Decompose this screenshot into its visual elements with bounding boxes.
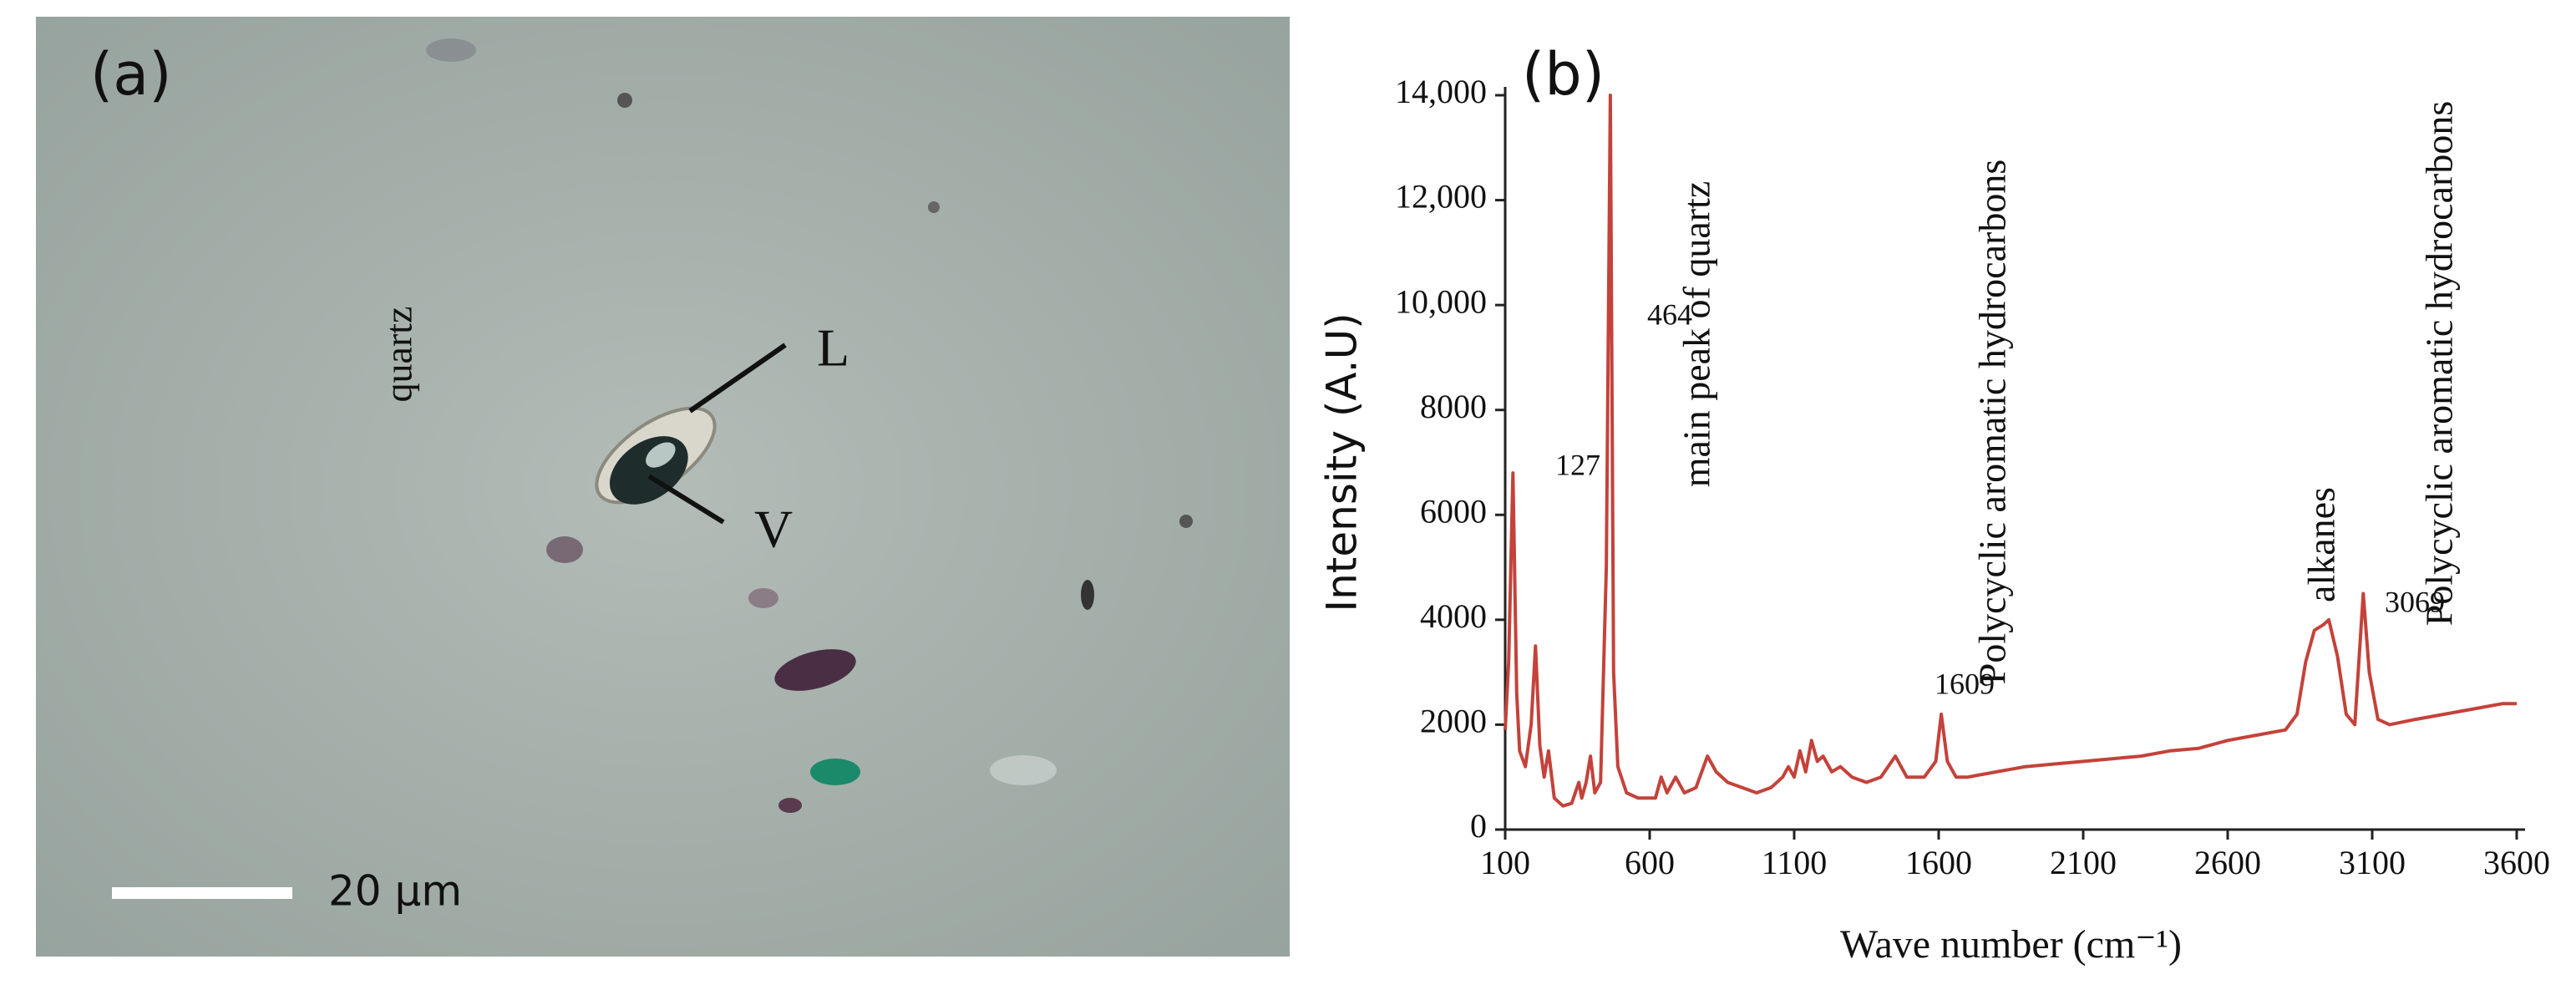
particle [426,38,476,62]
x-tick-label: 2100 [2050,844,2117,881]
y-tick-label: 12,000 [1395,178,1487,216]
annotation: Polycyclic aromatic hydrocarbons [1971,160,2014,684]
scale-bar [112,887,292,899]
annotation: main peak of quartz [1676,181,1718,488]
particle [990,755,1057,785]
panel-label: (a) [90,40,172,109]
particle [617,93,632,108]
micrograph: (a) L V 20 µm [36,17,1290,957]
particle [774,649,856,691]
particle [1081,580,1094,610]
x-tick-label: 1600 [1905,844,1972,881]
annotation: 127 [1555,448,1600,481]
x-tick-label: 600 [1625,844,1675,881]
annotation: 464 [1647,297,1692,331]
inclusion-label: V [754,500,793,559]
x-tick-label: 3100 [2339,844,2406,881]
y-tick-label: 10,000 [1395,282,1487,320]
annotation: 3069 [2385,585,2445,618]
x-tick-label: 2600 [2194,844,2261,881]
y-tick-label: 0 [1470,807,1487,845]
y-tick-label: 4000 [1420,597,1487,635]
panel-label: (b) [1522,40,1605,109]
particle [546,536,583,563]
y-tick-label: 2000 [1420,703,1487,740]
pointer-line [688,343,787,414]
x-tick-label: 100 [1480,844,1530,881]
particle [928,201,940,213]
inclusion-label: L [817,318,849,378]
y-tick-label: 14,000 [1395,73,1487,110]
pointer-line [647,474,725,525]
x-tick-label: 3600 [2483,844,2550,881]
y-tick-label: 8000 [1420,388,1487,425]
y-tick-label: 6000 [1420,492,1487,530]
y-axis-label: Intensity (A.U) [1318,312,1367,612]
annotation: 1609 [1935,667,1995,700]
spectrum-line [1504,94,2517,808]
particle [778,798,802,813]
particle [748,588,778,608]
annotation: quartz [378,307,420,403]
particle [810,759,860,785]
spectrum-chart: 0 2000 4000 6000 8000 10,000 12,000 14,000 100 60… [378,40,2550,967]
particle [1179,515,1193,528]
x-tick-label: 1100 [1762,844,1828,881]
annotation: Polycyclic aromatic hydrocarbons [2418,101,2461,626]
x-axis-label: Wave number (cm⁻¹) [1840,922,2182,967]
annotation: alkanes [2300,487,2343,602]
scale-bar-label: 20 µm [328,867,462,916]
